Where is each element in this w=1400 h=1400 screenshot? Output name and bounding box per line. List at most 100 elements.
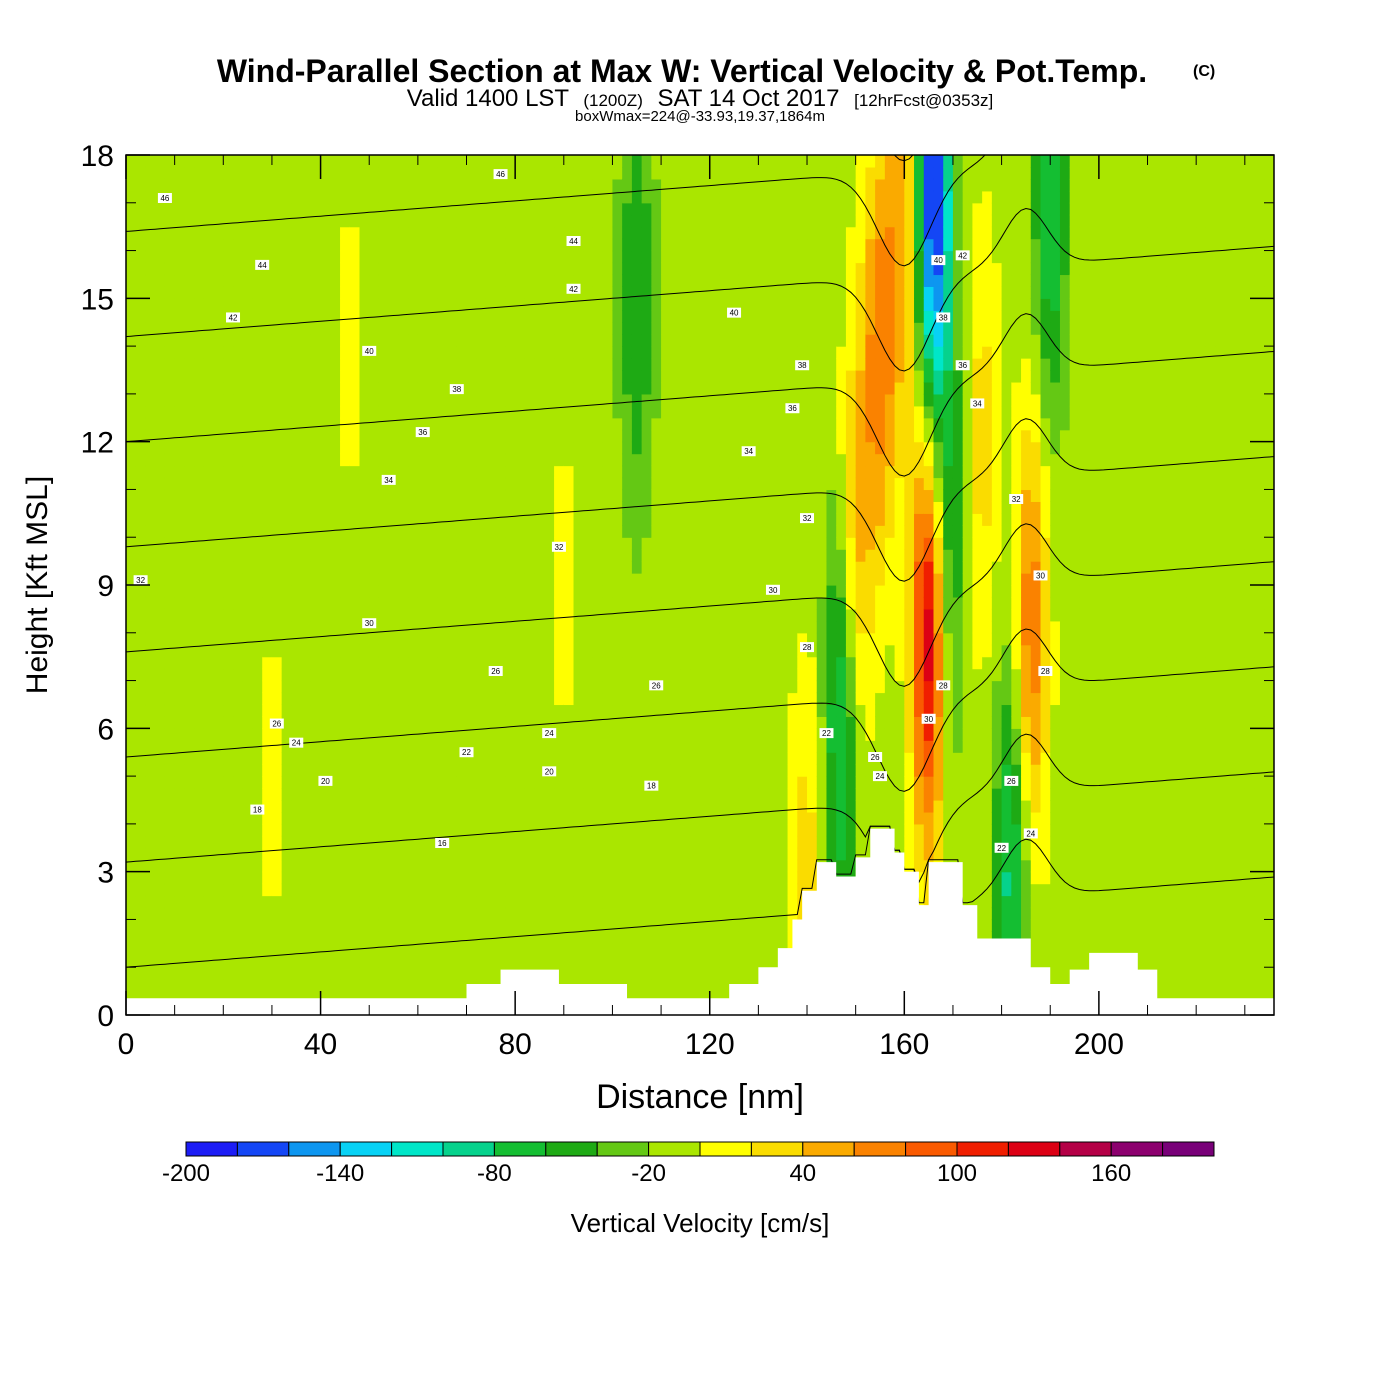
velocity-cell — [738, 549, 750, 562]
velocity-cell — [700, 429, 711, 443]
velocity-cell — [155, 907, 166, 921]
velocity-cell — [291, 979, 302, 992]
velocity-cell — [194, 883, 205, 897]
velocity-cell — [135, 322, 147, 335]
velocity-cell — [583, 358, 594, 371]
velocity-cell — [398, 549, 409, 562]
velocity-cell — [271, 250, 283, 264]
velocity-cell — [378, 585, 390, 598]
velocity-cell — [719, 477, 730, 491]
velocity-cell — [135, 823, 147, 837]
velocity-cell — [301, 871, 312, 885]
velocity-cell — [758, 823, 769, 837]
velocity-cell — [573, 322, 584, 335]
velocity-cell — [164, 620, 176, 634]
velocity-cell — [787, 859, 798, 873]
velocity-cell — [223, 561, 234, 574]
velocity-cell — [145, 358, 156, 371]
velocity-cell — [310, 214, 322, 228]
velocity-cell — [748, 716, 759, 729]
velocity-cell — [369, 800, 380, 813]
velocity-cell — [651, 405, 662, 419]
velocity-cell — [661, 835, 672, 849]
velocity-cell — [320, 178, 331, 192]
velocity-cell — [680, 740, 691, 753]
velocity-cell — [203, 573, 215, 586]
velocity-cell — [515, 286, 526, 299]
velocity-cell — [631, 979, 643, 992]
velocity-cell — [709, 991, 721, 1004]
velocity-cell — [524, 501, 536, 514]
velocity-cell — [485, 608, 497, 622]
velocity-cell — [417, 800, 429, 813]
velocity-cell — [592, 596, 604, 610]
velocity-cell — [155, 776, 166, 789]
velocity-cell — [573, 859, 584, 873]
velocity-cell — [709, 656, 721, 670]
velocity-cell — [398, 465, 409, 479]
velocity-cell — [738, 561, 750, 574]
velocity-cell — [563, 680, 575, 694]
velocity-cell — [174, 226, 185, 240]
velocity-cell — [661, 417, 672, 431]
velocity-cell — [330, 788, 341, 801]
velocity-cell — [709, 835, 721, 849]
velocity-cell — [203, 155, 215, 168]
velocity-cell — [700, 895, 711, 909]
velocity-cell — [223, 346, 234, 359]
velocity-cell — [700, 381, 711, 395]
velocity-cell — [233, 513, 244, 526]
velocity-cell — [700, 847, 711, 861]
velocity-cell — [330, 381, 341, 395]
velocity-cell — [184, 274, 195, 287]
velocity-cell — [417, 501, 429, 514]
velocity-cell — [768, 202, 779, 216]
velocity-cell — [738, 811, 750, 825]
velocity-cell — [456, 202, 468, 216]
velocity-cell — [301, 525, 312, 538]
velocity-cell — [145, 166, 156, 180]
velocity-cell — [330, 871, 341, 885]
velocity-cell — [495, 561, 507, 574]
velocity-cell — [369, 250, 380, 264]
velocity-cell — [301, 166, 312, 180]
velocity-cell — [758, 895, 769, 909]
velocity-cell — [719, 346, 730, 359]
velocity-cell — [213, 835, 224, 849]
velocity-cell — [359, 453, 370, 467]
velocity-cell — [554, 895, 565, 909]
velocity-cell — [378, 680, 390, 694]
velocity-cell — [184, 740, 195, 753]
velocity-cell — [388, 513, 400, 526]
velocity-cell — [466, 501, 477, 514]
velocity-cell — [544, 573, 555, 586]
velocity-cell — [777, 656, 789, 670]
velocity-cell — [592, 788, 604, 801]
velocity-cell — [233, 190, 244, 204]
velocity-cell — [592, 429, 604, 443]
velocity-cell — [592, 214, 604, 228]
velocity-cell — [768, 704, 779, 717]
velocity-cell — [145, 370, 156, 383]
velocity-cell — [301, 788, 312, 801]
velocity-cell — [485, 322, 497, 335]
velocity-cell — [388, 871, 400, 885]
velocity-cell — [408, 190, 419, 204]
velocity-cell — [242, 620, 254, 634]
velocity-cell — [340, 835, 351, 849]
velocity-cell — [378, 656, 390, 670]
velocity-cell — [184, 501, 195, 514]
velocity-cell — [184, 525, 195, 538]
velocity-cell — [787, 417, 798, 431]
velocity-cell — [301, 752, 312, 765]
velocity-cell — [242, 573, 254, 586]
velocity-cell — [203, 286, 215, 299]
velocity-cell — [700, 871, 711, 885]
velocity-cell — [456, 501, 468, 514]
velocity-cell — [719, 680, 730, 694]
velocity-cell — [456, 716, 468, 729]
velocity-cell — [505, 453, 516, 467]
velocity-cell — [174, 967, 185, 980]
velocity-cell — [223, 871, 234, 885]
velocity-cell — [534, 489, 545, 502]
